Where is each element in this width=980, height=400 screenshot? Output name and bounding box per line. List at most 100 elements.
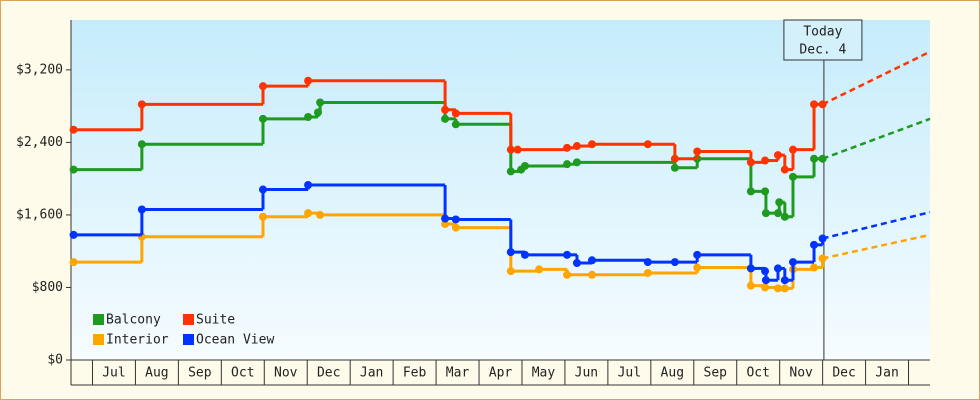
point: [506, 145, 515, 154]
y-tick-label: $0: [47, 353, 63, 368]
point: [304, 181, 313, 190]
point: [563, 270, 572, 279]
point: [761, 209, 770, 218]
point: [69, 258, 78, 267]
point: [773, 284, 782, 293]
x-tick-label: Apr: [489, 366, 513, 381]
x-tick-label: Dec: [832, 366, 855, 381]
point: [304, 76, 313, 85]
legend-label: Suite: [196, 313, 235, 328]
x-tick-label: Jul: [618, 366, 641, 381]
x-tick-label: Feb: [403, 366, 427, 381]
today-box: [783, 19, 863, 61]
forecast-line: [822, 210, 931, 240]
x-tick-label: Jan: [875, 366, 898, 381]
point: [693, 147, 702, 156]
point: [258, 114, 267, 123]
point: [316, 210, 325, 219]
point: [69, 230, 78, 239]
today-label: Dec. 4: [799, 43, 846, 58]
legend-label: Interior: [106, 333, 169, 348]
legend-swatch: [183, 334, 194, 345]
point: [643, 268, 652, 277]
x-tick-label: May: [532, 366, 556, 381]
point: [506, 167, 515, 176]
point: [137, 205, 146, 214]
point: [810, 240, 819, 249]
point: [746, 281, 755, 290]
point: [788, 145, 797, 154]
x-tick-label: Oct: [231, 366, 254, 381]
point: [572, 158, 581, 167]
series: [69, 50, 931, 174]
point: [520, 250, 529, 259]
legend-label: Ocean View: [196, 333, 274, 348]
point: [643, 258, 652, 267]
point: [788, 172, 797, 181]
series: [69, 181, 931, 285]
point: [775, 198, 784, 207]
point: [587, 140, 596, 149]
point: [761, 267, 770, 276]
point: [316, 98, 325, 107]
point: [761, 187, 770, 196]
point: [693, 250, 702, 259]
point: [451, 109, 460, 118]
point: [441, 214, 450, 223]
point: [746, 158, 755, 167]
point: [773, 264, 782, 273]
point: [451, 223, 460, 232]
x-tick-label: Dec: [317, 366, 340, 381]
point: [69, 125, 78, 134]
series: [69, 98, 931, 221]
point: [313, 108, 322, 117]
point: [441, 114, 450, 123]
legend-swatch: [183, 314, 194, 325]
point: [572, 142, 581, 151]
legend-label: Balcony: [106, 313, 161, 328]
x-tick-label: Jan: [360, 366, 383, 381]
point: [670, 154, 679, 163]
point: [563, 250, 572, 259]
y-tick-label: $3,200: [16, 62, 63, 77]
point: [137, 140, 146, 149]
point: [441, 105, 450, 114]
today-label: Today: [803, 25, 842, 40]
x-tick-label: Mar: [446, 366, 470, 381]
point: [451, 120, 460, 129]
point: [761, 283, 770, 292]
x-tick-label: Nov: [274, 366, 298, 381]
y-tick-label: $800: [32, 280, 63, 295]
point: [535, 265, 544, 274]
point: [818, 234, 827, 243]
point: [818, 254, 827, 263]
point: [780, 212, 789, 221]
point: [520, 161, 529, 170]
forecast-line: [822, 233, 931, 260]
point: [780, 165, 789, 174]
point: [780, 284, 789, 293]
point: [670, 163, 679, 172]
point: [761, 276, 770, 285]
point: [761, 156, 770, 165]
point: [563, 143, 572, 152]
x-tick-label: Aug: [145, 366, 168, 381]
point: [587, 270, 596, 279]
x-tick-label: Sep: [188, 366, 212, 381]
x-tick-label: Oct: [746, 366, 769, 381]
point: [506, 248, 515, 257]
legend-swatch: [93, 334, 104, 345]
forecast-line: [822, 117, 931, 160]
point: [810, 100, 819, 109]
legend-swatch: [93, 314, 104, 325]
point: [451, 215, 460, 224]
point: [810, 154, 819, 163]
point: [810, 263, 819, 272]
point: [69, 165, 78, 174]
point: [693, 263, 702, 272]
point: [513, 145, 522, 154]
point: [780, 276, 789, 285]
point: [506, 267, 515, 276]
